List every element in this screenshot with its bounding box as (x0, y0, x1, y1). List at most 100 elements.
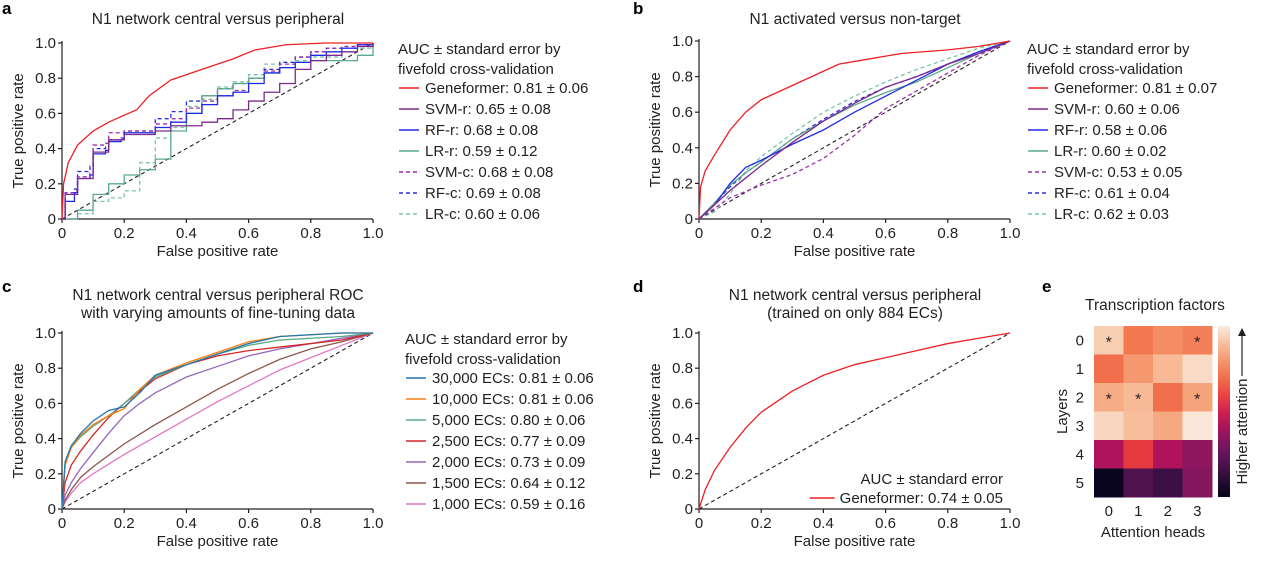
heatmap-cell (1182, 354, 1213, 384)
panel-a-title: N1 network central versus peripheral (92, 11, 344, 28)
x-tick-label: 0.4 (813, 225, 834, 242)
y-axis-label: True positive rate (10, 73, 27, 188)
heatmap-cell (1153, 383, 1183, 412)
heatmap-cell (1153, 411, 1183, 441)
heatmap-cell (1123, 440, 1154, 469)
plot-c: 0 0.2 0.4 0.6 0.8 1.0 0 0.2 0.4 0.6 0.8 1.0 False po… (10, 325, 594, 550)
y-axis-label: Layers (1054, 389, 1071, 434)
legend-entry: LR-r: 0.60 ± 0.02 (1054, 143, 1166, 160)
x-tick-label: 2 (1164, 503, 1172, 520)
heatmap-cell (1182, 468, 1213, 498)
legend-entry: 30,000 ECs: 0.81 ± 0.06 (432, 370, 594, 387)
y-tick-label: 0.4 (35, 141, 56, 158)
y-axis-label: True positive rate (647, 363, 664, 478)
x-tick-label: 0.2 (751, 225, 772, 242)
heatmap-cell (1182, 383, 1213, 412)
roc-curve (61, 332, 374, 510)
y-tick-label: 0.4 (672, 140, 693, 157)
legend: AUC ± standard error by fivefold cross-va… (405, 331, 594, 513)
roc-curve (698, 40, 1011, 220)
x-tick-label: 0.4 (813, 515, 834, 532)
heatmap-cell (1094, 440, 1124, 469)
legend-entry: Geneformer: 0.81 ± 0.06 (425, 80, 588, 97)
legend-entry: SVM-r: 0.65 ± 0.08 (425, 101, 551, 118)
heatmap-cell (1094, 411, 1124, 441)
legend-entry: Geneformer: 0.74 ± 0.05 (840, 490, 1003, 507)
y-tick-label: 0.8 (35, 360, 56, 377)
significance-marker: * (1135, 391, 1141, 408)
y-tick-label: 0.2 (672, 466, 693, 483)
y-tick-label: 1.0 (672, 325, 693, 342)
x-tick-label: 1.0 (1000, 225, 1021, 242)
significance-marker: * (1106, 334, 1112, 351)
heatmap-cell (1153, 326, 1183, 355)
y-tick-label: 0.6 (672, 395, 693, 412)
legend-entry: SVM-c: 0.68 ± 0.08 (425, 164, 553, 181)
panel-b-title: N1 activated versus non-target (749, 11, 961, 28)
legend-entry: 5,000 ECs: 0.80 ± 0.06 (432, 412, 585, 429)
heatmap-cell (1182, 411, 1213, 441)
legend-title: fivefold cross-validation (405, 351, 561, 368)
legend: AUC ± standard error Geneformer: 0.74 ± 0… (809, 471, 1003, 507)
panel-letter-e: e (1042, 277, 1051, 296)
plot-b: 0 0.2 0.4 0.6 0.8 1.0 0 0.2 0.4 0.6 0.8 1.0 False po… (647, 33, 1217, 260)
roc-curve (61, 332, 373, 510)
legend-entry: 2,000 ECs: 0.73 ± 0.09 (432, 454, 585, 471)
plot-a: 0 0.2 0.4 0.6 0.8 1.0 0 0.2 0.4 0.6 0.8 1.0 False po… (10, 35, 588, 260)
x-tick-label: 0.4 (176, 515, 197, 532)
legend-title: AUC ± standard error by (405, 331, 568, 348)
y-tick-label: 0.2 (35, 466, 56, 483)
y-tick-label: 0.6 (672, 104, 693, 121)
legend: AUC ± standard error by fivefold cross-va… (398, 41, 588, 223)
y-tick-label: 1 (1076, 361, 1084, 378)
x-tick-label: 1.0 (363, 225, 384, 242)
x-tick-label: 0.2 (114, 225, 135, 242)
roc-curve (698, 40, 1011, 220)
x-tick-label: 0.8 (937, 225, 958, 242)
legend-entry: SVM-c: 0.53 ± 0.05 (1054, 164, 1182, 181)
y-tick-label: 0.2 (35, 176, 56, 193)
x-tick-label: 0 (58, 225, 66, 242)
panel-letter-b: b (633, 0, 643, 18)
legend-entry: 1,500 ECs: 0.64 ± 0.12 (432, 475, 585, 492)
x-tick-label: 0.6 (875, 225, 896, 242)
x-tick-label: 0 (695, 225, 703, 242)
panel-d-subtitle: (trained on only 884 ECs) (767, 305, 943, 322)
y-tick-label: 1.0 (672, 33, 693, 50)
x-axis-label: Attention heads (1101, 524, 1205, 541)
x-tick-label: 0.8 (937, 515, 958, 532)
y-tick-label: 0.2 (672, 175, 693, 192)
roc-curve (62, 43, 374, 220)
panel-c-title: N1 network central versus peripheral ROC (72, 287, 363, 304)
y-tick-label: 0.4 (35, 431, 56, 448)
y-tick-label: 0 (48, 211, 56, 228)
y-tick-label: 1.0 (35, 325, 56, 342)
heatmap-cell (1123, 354, 1154, 384)
y-tick-label: 0 (685, 211, 693, 228)
heatmap-cell (1094, 354, 1124, 384)
heatmap-cell (1123, 326, 1154, 355)
roc-curve (698, 40, 1011, 220)
heatmap-cell (1153, 468, 1183, 498)
y-tick-label: 0.6 (35, 105, 56, 122)
y-tick-label: 0 (685, 501, 693, 518)
heatmap-cell (1153, 354, 1183, 384)
y-tick-label: 4 (1076, 446, 1084, 463)
heatmap-cell (1094, 468, 1124, 498)
heatmap-cell (1182, 440, 1213, 469)
panel-e-title: Transcription factors (1085, 297, 1225, 314)
legend-entry: Geneformer: 0.81 ± 0.07 (1054, 80, 1217, 97)
heatmap-cell (1123, 411, 1154, 441)
x-tick-label: 0.8 (300, 515, 321, 532)
x-axis-label: False positive rate (794, 243, 916, 260)
heatmap-cell (1123, 468, 1154, 498)
roc-curve (62, 43, 374, 220)
y-tick-label: 3 (1076, 418, 1084, 435)
legend-entry: 1,000 ECs: 0.59 ± 0.16 (432, 496, 585, 513)
y-tick-label: 0 (1076, 332, 1084, 349)
legend-entry: LR-c: 0.60 ± 0.06 (425, 206, 540, 223)
legend: AUC ± standard error by fivefold cross-va… (1027, 41, 1217, 223)
heatmap-cell (1153, 440, 1183, 469)
heatmap-cell (1123, 383, 1154, 412)
